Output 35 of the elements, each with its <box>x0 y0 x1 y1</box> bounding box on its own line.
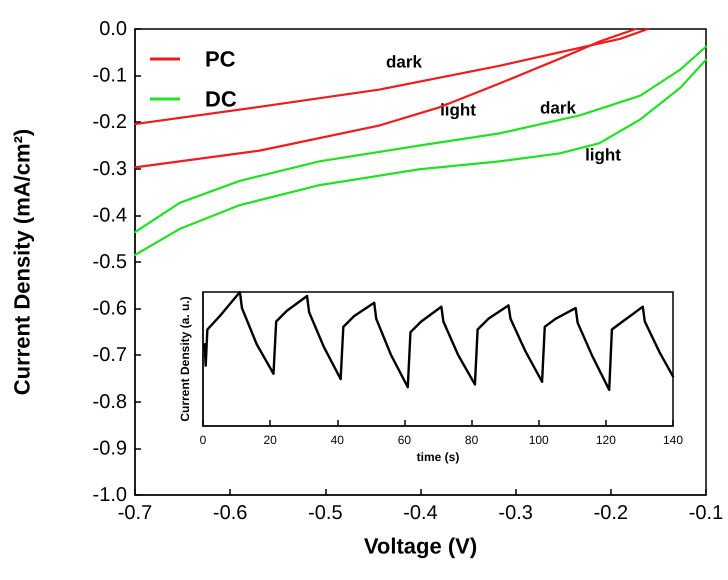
x-axis-title: time (s) <box>416 450 460 464</box>
x-tick-label: -0.6 <box>212 502 248 524</box>
y-tick-label: -0.5 <box>92 251 127 273</box>
legend-label: DC <box>205 86 237 112</box>
y-tick-label: -0.2 <box>92 111 127 134</box>
y-tick-label: -0.7 <box>92 344 127 366</box>
y-axis-title: Current Density (mA/cm²) <box>10 128 34 396</box>
annotation: light <box>440 100 476 120</box>
y-tick-label: -0.8 <box>92 390 127 413</box>
y-tick-label: -0.9 <box>92 437 127 460</box>
x-tick-label: 60 <box>398 433 412 447</box>
x-tick-label: 40 <box>330 433 344 447</box>
y-tick-label: 0.0 <box>99 18 127 40</box>
line-series <box>134 46 708 234</box>
y-tick-label: -0.4 <box>92 204 127 226</box>
y-axis-title: Current Density (a. u.) <box>178 296 192 422</box>
legend-label: PC <box>205 46 236 72</box>
x-axis-title: Voltage (V) <box>364 534 478 558</box>
y-tick-label: -0.6 <box>92 298 127 320</box>
y-tick-label: -0.3 <box>92 158 127 180</box>
x-tick-label: 20 <box>263 433 278 447</box>
x-tick-label: -0.4 <box>403 502 438 524</box>
annotation: light <box>585 146 622 164</box>
x-tick-label: 120 <box>596 433 616 447</box>
y-tick-label: -0.1 <box>92 64 127 87</box>
x-tick-label: 100 <box>528 433 550 447</box>
annotation: dark <box>540 98 576 118</box>
x-tick-label: -0.1 <box>688 502 724 524</box>
x-tick-label: -0.5 <box>308 502 343 524</box>
x-tick-label: 80 <box>464 433 479 447</box>
x-tick-label: 140 <box>662 433 684 447</box>
x-tick-label: 0 <box>200 433 207 447</box>
x-tick-label: -0.3 <box>498 502 533 524</box>
annotation: dark <box>386 52 422 72</box>
x-tick-label: -0.2 <box>594 502 628 524</box>
